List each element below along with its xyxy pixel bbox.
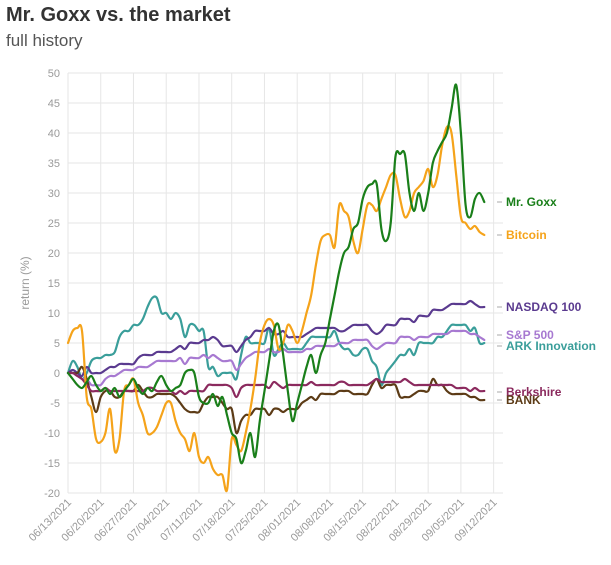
chart-title: Mr. Goxx vs. the market (6, 4, 231, 26)
series-line-mr-goxx (66, 83, 486, 465)
y-tick-label: -15 (44, 458, 60, 470)
y-tick-label: 50 (48, 68, 60, 80)
series-line-bank (66, 365, 486, 435)
y-tick-label: 0 (54, 368, 60, 380)
chart-subtitle: full history (6, 31, 83, 50)
gridlines (67, 72, 503, 494)
series-label: Bitcoin (506, 228, 547, 242)
series-label: NASDAQ 100 (506, 300, 582, 314)
y-tick-label: 5 (54, 338, 60, 350)
y-tick-label: 35 (48, 158, 60, 170)
series-line-ark-innovation (66, 295, 486, 387)
y-tick-label: 15 (48, 278, 60, 290)
y-tick-label: -5 (50, 398, 60, 410)
series-line-berkshire (66, 371, 486, 399)
y-tick-label: 30 (48, 188, 60, 200)
series-line-bitcoin (66, 124, 486, 493)
y-tick-label: 25 (48, 218, 60, 230)
y-axis-ticks: -20 -15 -10 -5 0 5 10 15 20 25 30 35 40 45 50 (44, 68, 60, 500)
series-label: ARK Innovation (506, 339, 596, 353)
y-tick-label: 20 (48, 248, 60, 260)
y-tick-label: -20 (44, 488, 60, 500)
series-label: Berkshire (506, 385, 562, 399)
series-line-s-p-500 (66, 329, 486, 387)
y-tick-label: -10 (44, 428, 60, 440)
series-label: Mr. Goxx (506, 195, 557, 209)
y-axis-label: return (%) (18, 256, 32, 309)
series-label: BANK (506, 393, 541, 407)
y-tick-label: 45 (48, 98, 60, 110)
series-lines (66, 83, 486, 493)
y-tick-label: 40 (48, 128, 60, 140)
series-label: S&P 500 (506, 328, 554, 342)
y-tick-label: 10 (48, 308, 60, 320)
x-axis-ticks: 06/13/202106/20/202106/27/202107/04/2021… (27, 497, 500, 544)
